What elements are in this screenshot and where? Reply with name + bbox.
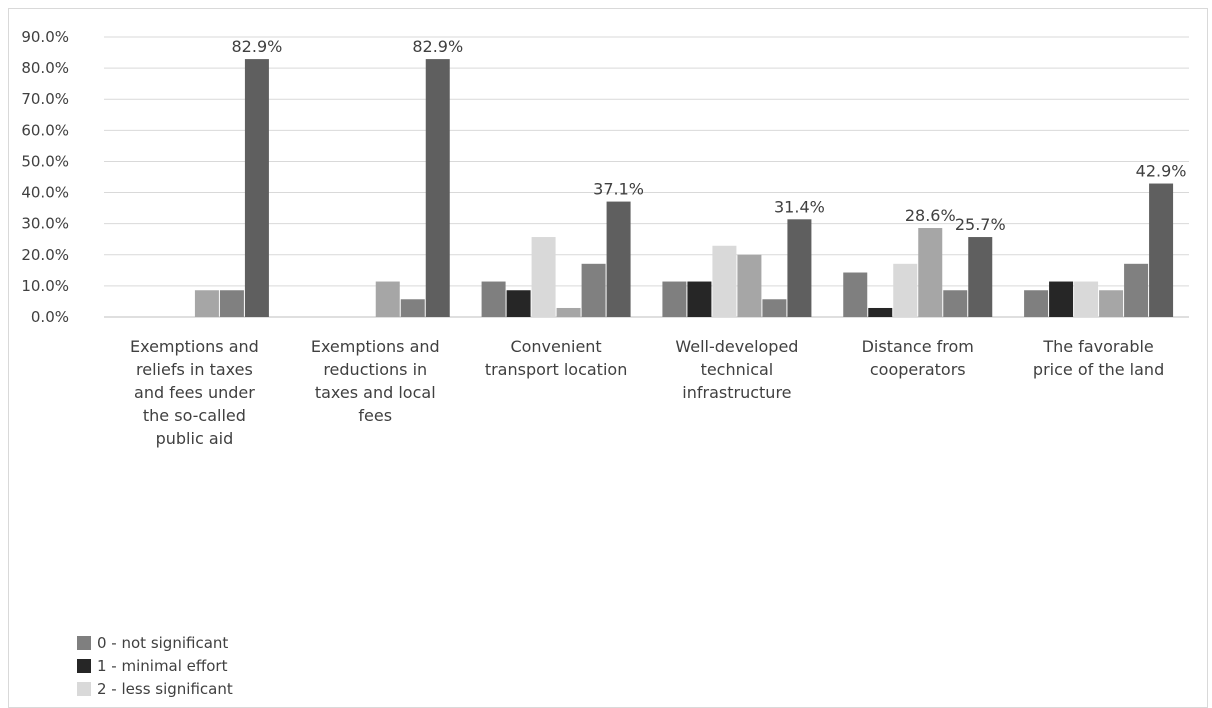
legend-swatch-2: [77, 681, 91, 696]
data-label-2: 37.1%: [593, 180, 644, 199]
category-label-0-line-3: the so-called: [143, 406, 246, 425]
bar-s2-c5: [1074, 281, 1099, 317]
y-tick-label-4: 40.0%: [21, 184, 69, 202]
category-label-1-line-2: taxes and local: [315, 383, 436, 402]
legend-item-1: 1 - minimal effort: [77, 654, 233, 677]
y-tick-label-9: 90.0%: [21, 28, 69, 46]
category-label-0-line-0: Exemptions and: [130, 337, 259, 356]
category-label-2-line-1: transport location: [485, 360, 628, 379]
category-label-4-line-1: cooperators: [870, 360, 966, 379]
bar-s5-c2: [606, 201, 631, 317]
category-label-0-line-2: and fees under: [134, 383, 255, 402]
legend-swatch-1: [77, 658, 91, 673]
data-label-5: 25.7%: [955, 215, 1006, 234]
category-label-3-line-2: infrastructure: [682, 383, 791, 402]
bar-s2-c3: [712, 245, 737, 317]
bar-s3-c2: [556, 307, 581, 317]
bar-s5-c0: [244, 59, 269, 317]
category-label-3-line-0: Well-developed: [675, 337, 798, 356]
legend-label-2: 2 - less significant: [97, 679, 233, 698]
data-label-1: 82.9%: [412, 37, 463, 56]
bar-s4-c2: [581, 263, 606, 317]
bar-s1-c2: [506, 290, 531, 317]
y-tick-label-3: 30.0%: [21, 215, 69, 233]
y-tick-label-7: 70.0%: [21, 90, 69, 108]
legend-item-2: 2 - less significant: [77, 677, 233, 700]
category-label-1-line-3: fees: [358, 406, 392, 425]
bar-s5-c1: [425, 59, 450, 317]
bar-s0-c2: [481, 281, 506, 317]
category-label-0-line-1: reliefs in taxes: [136, 360, 253, 379]
category-label-1-line-0: Exemptions and: [311, 337, 440, 356]
y-tick-label-6: 60.0%: [21, 121, 69, 139]
y-tick-label-1: 10.0%: [21, 277, 69, 295]
category-label-1-line-1: reductions in: [323, 360, 427, 379]
category-label-0-line-4: public aid: [156, 429, 234, 448]
data-label-0: 82.9%: [232, 37, 283, 56]
bar-s5-c5: [1149, 183, 1174, 317]
chart-area: 0.0% 10.0% 20.0% 30.0% 40.0% 50.0% 60.0% 70.0% 8…: [8, 8, 1208, 708]
legend-label-0: 0 - not significant: [97, 633, 229, 652]
data-label-3: 31.4%: [774, 197, 825, 216]
category-label-5-line-0: The favorable: [1042, 337, 1153, 356]
bar-s4-c4: [943, 290, 968, 317]
legend-item-0: 0 - not significant: [77, 631, 233, 654]
bar-s4-c0: [219, 290, 244, 317]
bar-chart: 0.0% 10.0% 20.0% 30.0% 40.0% 50.0% 60.0% 70.0% 8…: [21, 28, 1189, 448]
bar-s3-c5: [1099, 290, 1124, 317]
bar-s4-c1: [400, 299, 425, 317]
category-label-5-line-1: price of the land: [1033, 360, 1164, 379]
y-tick-label-8: 80.0%: [21, 59, 69, 77]
bar-s0-c4: [843, 272, 868, 317]
bar-s3-c3: [737, 254, 762, 317]
bar-s1-c3: [687, 281, 712, 317]
category-label-3-line-1: technical: [701, 360, 774, 379]
y-tick-label-5: 50.0%: [21, 152, 69, 170]
data-label-6: 42.9%: [1136, 162, 1187, 181]
bar-s4-c3: [762, 299, 787, 317]
bar-s1-c5: [1049, 281, 1074, 317]
legend-swatch-0: [77, 635, 91, 650]
bar-s3-c1: [375, 281, 400, 317]
bar-s4-c5: [1124, 263, 1149, 317]
bar-s0-c5: [1024, 290, 1049, 317]
bar-s0-c3: [662, 281, 687, 317]
bar-s3-c0: [194, 290, 219, 317]
bar-s2-c4: [893, 263, 918, 317]
bar-s3-c4: [918, 228, 943, 317]
data-label-4: 28.6%: [905, 206, 956, 225]
legend: 0 - not significant 1 - minimal effort 2…: [77, 631, 233, 700]
legend-label-1: 1 - minimal effort: [97, 656, 228, 675]
bar-s5-c4: [968, 237, 993, 317]
y-tick-label-2: 20.0%: [21, 246, 69, 264]
bar-s2-c2: [531, 237, 556, 317]
category-label-4-line-0: Distance from: [862, 337, 974, 356]
bar-s5-c3: [787, 219, 812, 317]
y-tick-label-0: 0.0%: [31, 308, 69, 326]
bar-s1-c4: [868, 307, 893, 317]
category-label-2-line-0: Convenient: [510, 337, 601, 356]
